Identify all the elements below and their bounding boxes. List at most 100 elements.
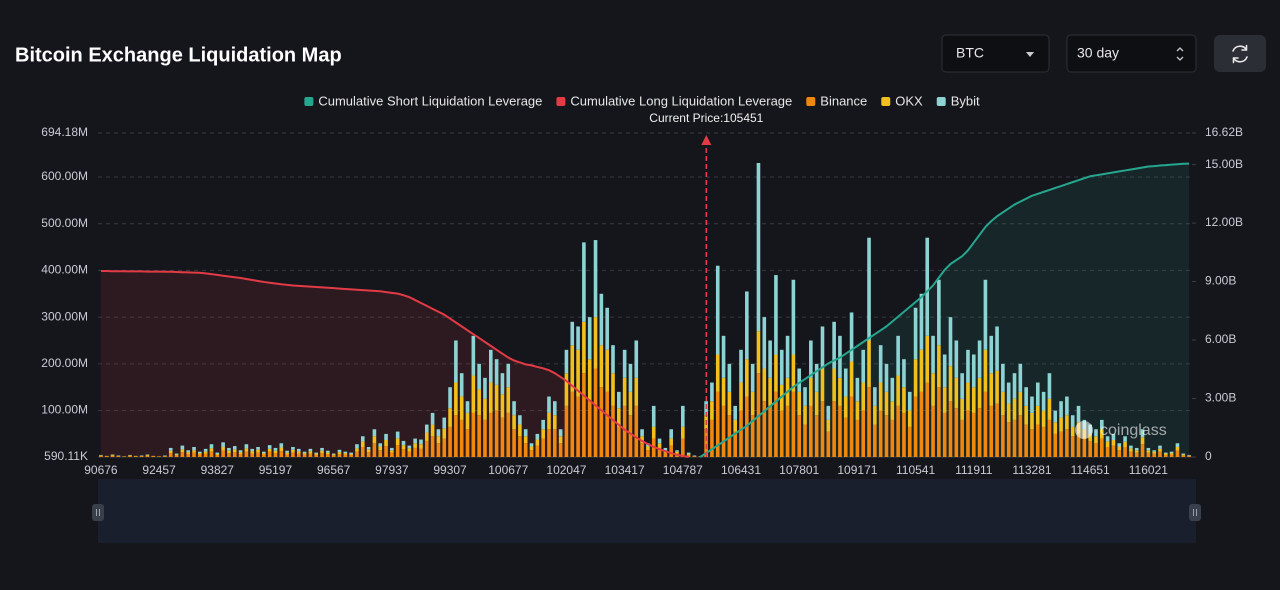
bar-segment	[995, 403, 999, 457]
bar-segment	[320, 447, 324, 451]
symbol-select[interactable]: BTC	[941, 34, 1050, 73]
bar-segment	[355, 448, 359, 452]
slider-track[interactable]	[98, 479, 1196, 543]
bar-segment	[419, 448, 423, 457]
bar-segment	[419, 439, 423, 445]
bar-segment	[942, 354, 947, 388]
bar-segment	[337, 454, 342, 457]
bar-segment	[1006, 422, 1011, 457]
bar-segment	[168, 447, 173, 451]
bar-segment	[733, 419, 738, 432]
bar-segment	[1094, 443, 1098, 457]
x-tick-label: 96567	[317, 463, 351, 477]
legend-item[interactable]: Bybit	[936, 93, 980, 108]
bar-segment	[500, 394, 505, 418]
bar-segment	[326, 450, 330, 453]
bar-segment	[896, 405, 900, 457]
bar-segment	[1129, 445, 1133, 449]
legend-label: OKX	[895, 93, 923, 108]
refresh-icon[interactable]	[1232, 44, 1248, 64]
legend-item[interactable]: Cumulative Long Liquidation Leverage	[556, 93, 792, 108]
bar-segment	[424, 440, 429, 457]
bar-segment	[401, 449, 406, 457]
bar-segment	[849, 312, 854, 362]
bar-segment	[535, 433, 540, 440]
bar-segment	[919, 293, 924, 350]
bar-segment	[954, 340, 959, 378]
bar-segment	[262, 454, 266, 457]
bar-segment	[308, 448, 313, 452]
slider-handle[interactable]	[92, 504, 104, 521]
bar-segment	[250, 451, 255, 454]
handle-grip[interactable]	[96, 509, 1197, 516]
bar-segment	[308, 453, 313, 457]
bar-segment	[686, 454, 691, 457]
legend-item[interactable]: Cumulative Short Liquidation Leverage	[304, 93, 542, 108]
bar-segment	[733, 405, 738, 420]
bar-segment	[1152, 451, 1156, 454]
bar-segment	[291, 446, 295, 450]
y-tick-label: 500.00M	[41, 216, 88, 230]
bar-segment	[174, 454, 179, 456]
bar-segment	[512, 415, 516, 430]
bar-segment	[1123, 441, 1127, 447]
bar-segment	[180, 452, 185, 457]
bar-segment	[663, 452, 668, 457]
bar-segment	[966, 382, 970, 411]
refresh-button[interactable]	[1214, 35, 1266, 72]
bar-segment	[529, 450, 534, 457]
select-value[interactable]: BTC	[956, 45, 984, 61]
bar-segment	[483, 398, 487, 420]
bar-segment	[797, 391, 802, 416]
bar-segment	[768, 377, 772, 406]
bar-segment	[238, 454, 243, 457]
chevron-icon[interactable]	[1176, 47, 1184, 61]
range-select[interactable]: 30 day	[1066, 34, 1197, 73]
bar-segment	[902, 387, 906, 413]
bar-segment	[861, 382, 866, 411]
bar-segment	[931, 335, 935, 374]
bar-segment	[558, 443, 563, 457]
y2-tick-label: 15.00B	[1205, 157, 1243, 171]
bar-segment	[407, 448, 412, 452]
bar-segment	[343, 453, 348, 455]
bar-segment	[809, 405, 813, 457]
bar-segment	[1158, 451, 1162, 457]
bar-segment	[1129, 451, 1133, 457]
bar-segment	[617, 408, 621, 427]
bar-segment	[314, 452, 319, 454]
bar-segment	[873, 405, 877, 425]
bar-segment	[477, 363, 481, 390]
bar-segment	[552, 401, 557, 416]
bar-segment	[902, 412, 906, 457]
bar-segment	[628, 363, 633, 392]
select-box[interactable]	[1066, 34, 1197, 73]
bar-segment	[913, 359, 918, 397]
caret-icon[interactable]	[1026, 52, 1034, 57]
bar-segment	[960, 373, 964, 399]
bar-segment	[832, 401, 836, 457]
x-tick-label: 99307	[433, 463, 467, 477]
select-box[interactable]	[941, 34, 1050, 73]
zoom-slider[interactable]	[92, 479, 1201, 543]
bar-segment	[919, 391, 924, 457]
legend-item[interactable]: Binance	[806, 93, 867, 108]
button-bg[interactable]	[1214, 35, 1266, 72]
bar-segment	[1099, 419, 1104, 430]
bar-segment	[675, 451, 679, 454]
legend-swatch	[304, 97, 314, 106]
x-tick-label: 109171	[837, 463, 877, 477]
bar-segment	[960, 419, 964, 457]
bar-segment	[384, 433, 388, 440]
bar-segment	[727, 415, 732, 457]
slider-handle[interactable]	[1189, 504, 1201, 521]
select-value[interactable]: 30 day	[1077, 45, 1119, 61]
bar-segment	[739, 410, 743, 457]
bar-segment	[552, 429, 557, 457]
bar-segment	[488, 412, 493, 457]
y-tick-label: 100.00M	[41, 403, 88, 417]
legend: Cumulative Short Liquidation Leverage Cum…	[304, 93, 980, 108]
bar-segment	[832, 321, 836, 369]
legend-item[interactable]: OKX	[881, 93, 923, 108]
bar-segment	[640, 443, 644, 457]
